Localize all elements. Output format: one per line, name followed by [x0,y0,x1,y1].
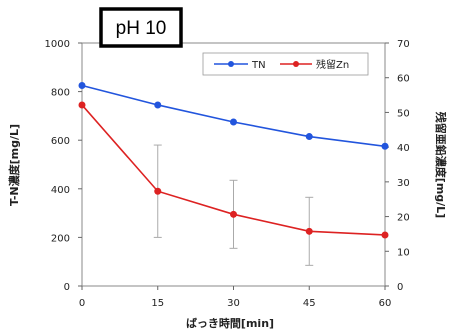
data-point-tn [78,82,86,90]
y-right-tick-label: 30 [397,178,410,189]
data-point-zn [154,187,162,195]
y-left-tick-label: 1000 [45,39,70,50]
y-right-tick-label: 20 [397,213,410,224]
legend-tn-label: TN [251,60,266,71]
data-point-zn [305,227,313,235]
x-tick-label: 30 [227,298,240,309]
data-point-tn [230,118,237,126]
y-left-tick-label: 200 [51,233,70,244]
data-point-zn [381,231,389,239]
y-right-tick-label: 70 [397,39,410,50]
y-right-tick-label: 0 [397,282,403,293]
x-tick-label: 0 [79,298,85,309]
data-point-tn [381,142,389,150]
data-point-tn [154,101,162,109]
legend: TN 残留Zn [202,52,369,76]
x-tick-label: 60 [379,298,392,309]
legend-tn-marker [228,61,234,67]
data-point-zn [230,210,237,218]
y-left-tick-label: 0 [64,282,70,293]
ph-label: pH 10 [116,18,167,39]
y-left-tick-label: 400 [51,185,70,196]
ph-label-box: pH 10 [99,7,183,48]
y-axis-title-left: T-N濃度[mg/L] [7,124,21,206]
y-right-tick-label: 60 [397,74,410,85]
y-left-tick-label: 800 [51,88,70,99]
y-right-tick-label: 50 [397,108,410,119]
y-right-tick-label: 40 [397,143,410,154]
legend-zn-label: 残留Zn [316,58,349,71]
legend-zn-marker [293,61,299,67]
data-point-tn [305,133,313,141]
y-right-tick-label: 10 [397,247,410,258]
x-tick-label: 45 [303,298,316,309]
plot-area [81,42,386,287]
data-point-zn [78,101,86,109]
x-tick-label: 15 [151,298,164,309]
y-left-tick-label: 600 [51,136,70,147]
y-axis-title-right: 残留亜鉛濃度[mg/L] [434,112,448,218]
x-axis-title: ばっき時間[min] [186,316,274,330]
